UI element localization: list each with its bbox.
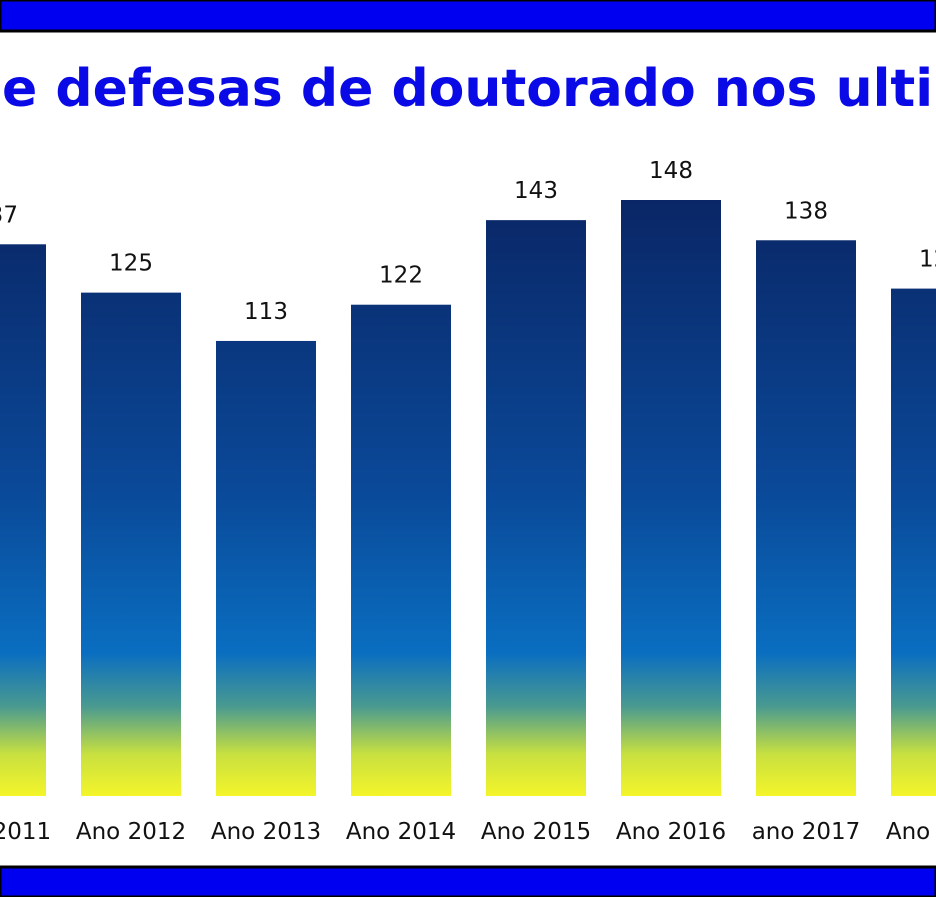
value-label: 125: [109, 251, 153, 277]
value-label: 143: [514, 178, 558, 204]
x-tick-label: Ano 2018: [886, 819, 936, 845]
bar: [216, 340, 316, 796]
bar: [621, 200, 721, 796]
value-label: 113: [244, 299, 288, 325]
x-tick-label: Ano 2015: [481, 819, 591, 845]
bar: [81, 292, 181, 796]
x-tick-label: Ano 2013: [211, 819, 321, 845]
x-tick-label: ano 2017: [752, 819, 861, 845]
value-label: 122: [379, 263, 423, 289]
bar: [486, 220, 586, 796]
bar: [891, 288, 936, 796]
bar: [0, 244, 46, 796]
bottom-band: [0, 865, 936, 897]
value-label: 148: [649, 158, 693, 184]
plot: 137 Ano 2011 125 Ano 2012 113 Ano 2013 122 Ano …: [0, 158, 936, 845]
value-label: 138: [784, 198, 828, 224]
top-band: [0, 0, 936, 33]
x-tick-label: Ano 2011: [0, 819, 51, 845]
x-tick-label: Ano 2014: [346, 819, 456, 845]
x-tick-label: Ano 2012: [76, 819, 186, 845]
x-tick-label: Ano 2016: [616, 819, 726, 845]
bar: [351, 304, 451, 796]
bar: [756, 240, 856, 796]
chart-title: e defesas de doutorado nos ultim: [2, 59, 936, 119]
value-label: 137: [0, 202, 18, 228]
value-label: 126: [919, 247, 936, 273]
